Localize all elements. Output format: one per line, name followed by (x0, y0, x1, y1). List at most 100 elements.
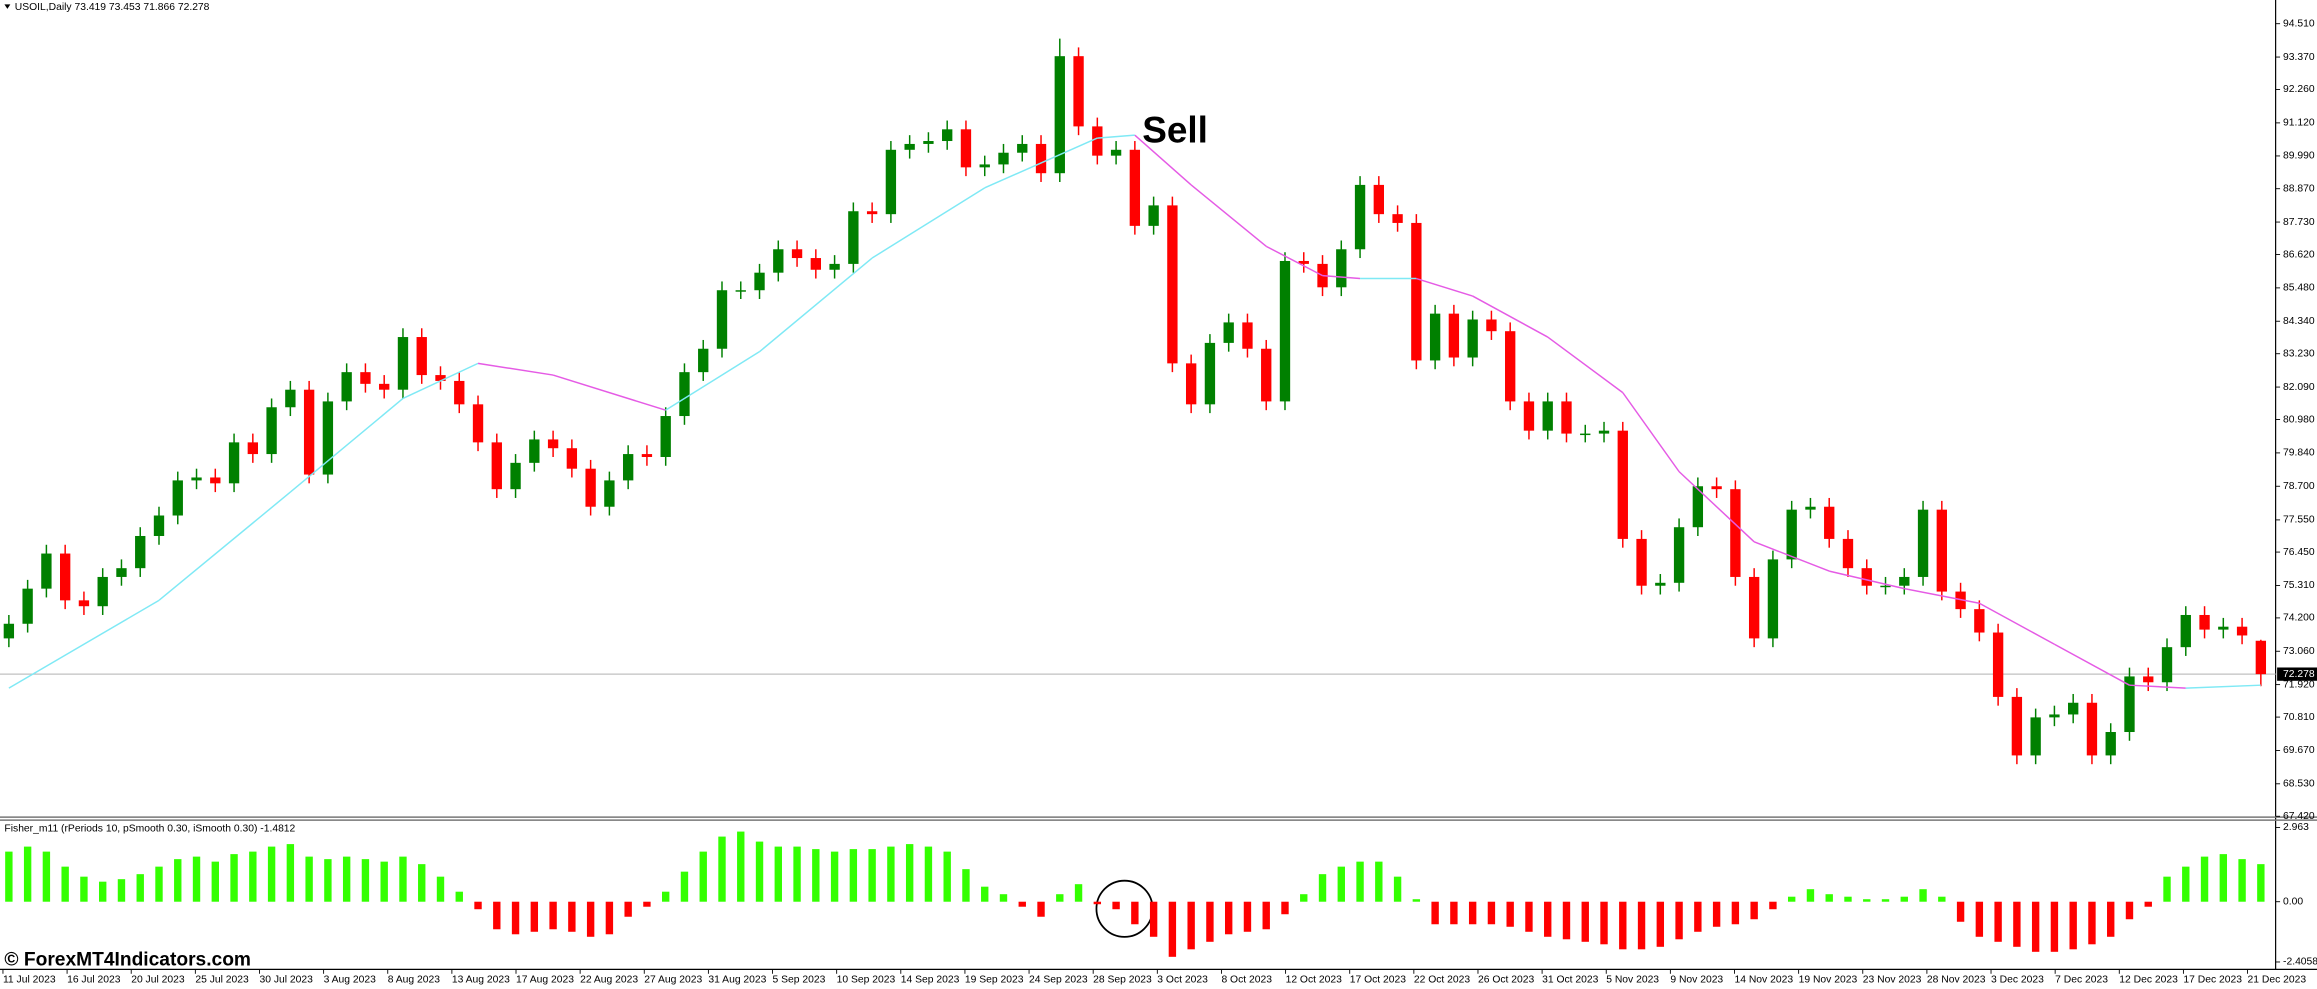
histogram-bar (1675, 901, 1683, 940)
indicator-title: Fisher_m11 (rPeriods 10, pSmooth 0.30, i… (4, 824, 295, 835)
histogram-bar (2144, 901, 2152, 907)
ma-line-segment (402, 362, 479, 400)
histogram-bar (774, 846, 782, 902)
histogram-bar (1731, 901, 1740, 925)
histogram-bar (305, 856, 313, 902)
histogram-bar (2050, 901, 2059, 952)
histogram-bar (286, 844, 295, 902)
histogram-bar (342, 856, 351, 902)
ma-line-segment (2185, 684, 2261, 689)
candle-body (210, 477, 221, 484)
candle-body (1974, 609, 1985, 633)
y-tick-label: 2.963 (2283, 822, 2309, 833)
histogram-bar (1600, 901, 1608, 945)
histogram-bar (1787, 896, 1796, 902)
histogram-bar (924, 846, 933, 902)
candle-body (960, 129, 972, 168)
y-tick-label: 91.120 (2283, 118, 2315, 129)
candle-body (1561, 401, 1572, 434)
x-tick-label: 26 Oct 2023 (1478, 974, 1535, 985)
ma-line-segment (1472, 295, 1549, 338)
histogram-bar (1544, 901, 1552, 937)
histogram-bar (568, 901, 576, 932)
x-tick-label: 23 Nov 2023 (1863, 974, 1922, 985)
histogram-bar (2031, 901, 2040, 952)
histogram-bar (1656, 901, 1665, 947)
y-tick-label: 76.450 (2283, 547, 2315, 558)
candle-body (942, 129, 953, 142)
ma-line-segment (1978, 602, 2055, 645)
candle-body (885, 149, 897, 215)
histogram-bar (1131, 901, 1139, 925)
ma-line-segment (665, 351, 760, 411)
y-tick-label: 80.980 (2283, 414, 2315, 425)
histogram-bar (999, 894, 1008, 902)
candle-body (1392, 214, 1403, 223)
candle-body (979, 164, 990, 168)
histogram-bar (1206, 901, 1214, 942)
candle-body (1505, 331, 1516, 402)
candle-body (622, 454, 634, 481)
x-tick-label: 11 Jul 2023 (3, 974, 56, 985)
y-tick-label: 77.550 (2283, 515, 2315, 526)
histogram-bar (755, 841, 764, 902)
x-tick-label: 12 Oct 2023 (1286, 974, 1343, 985)
histogram-bar (249, 851, 257, 902)
ma-line-segment (2054, 643, 2130, 686)
histogram-bar (793, 846, 801, 902)
candle-body (1786, 509, 1797, 560)
candle-body (1242, 322, 1253, 349)
x-tick-label: 19 Nov 2023 (1799, 974, 1858, 985)
x-tick-label: 20 Jul 2023 (131, 974, 185, 985)
ma-line-segment (1190, 184, 1267, 247)
candle-body (1204, 342, 1216, 405)
histogram-bar (136, 874, 144, 902)
x-tick-label: 16 Jul 2023 (67, 974, 121, 985)
histogram-bar (61, 866, 69, 902)
candle-body (491, 442, 502, 490)
ma-line-segment (8, 599, 160, 689)
histogram-bar (2219, 854, 2228, 902)
candle-body (641, 454, 653, 457)
candle-body (1730, 489, 1741, 577)
x-tick-label: 25 Jul 2023 (195, 974, 249, 985)
candle-body (379, 383, 390, 390)
candle-body (679, 372, 690, 417)
candle-body (791, 249, 803, 259)
histogram-bar (1431, 901, 1439, 925)
x-tick-label: 8 Oct 2023 (1221, 974, 1272, 985)
candle-body (1711, 486, 1722, 490)
histogram-bar (5, 851, 13, 902)
candle-body (829, 263, 840, 270)
histogram-bar (1224, 901, 1233, 935)
candle-body (1035, 143, 1047, 174)
candle-body (22, 588, 33, 624)
histogram-bar (2182, 866, 2190, 902)
y-tick-label: 79.840 (2283, 448, 2315, 459)
candle-body (866, 211, 878, 215)
histogram-bar (737, 831, 745, 902)
candle-body (1636, 538, 1647, 586)
y-tick-label: 67.420 (2283, 811, 2315, 822)
histogram-bar (192, 856, 201, 902)
ma-line-segment (477, 362, 554, 376)
candle-body (2105, 732, 2116, 756)
candle-body (266, 407, 277, 455)
candle-body (773, 249, 784, 273)
histogram-bar (905, 844, 914, 902)
histogram-bar (812, 849, 820, 902)
y-tick-label: 89.990 (2283, 151, 2315, 162)
ma-line-segment (1678, 471, 1755, 543)
x-tick-label: 13 Aug 2023 (452, 974, 510, 985)
y-tick-label: 0.00 (2283, 896, 2303, 907)
candle-body (191, 477, 202, 481)
y-tick-label: 78.700 (2283, 481, 2315, 492)
histogram-bar (1581, 901, 1589, 942)
candle-body (416, 337, 427, 376)
last-price-box (2277, 667, 2317, 681)
histogram-bar (2125, 901, 2134, 920)
histogram-bar (1562, 901, 1571, 940)
candle-body (1992, 632, 2004, 697)
candle-body (2049, 714, 2060, 718)
